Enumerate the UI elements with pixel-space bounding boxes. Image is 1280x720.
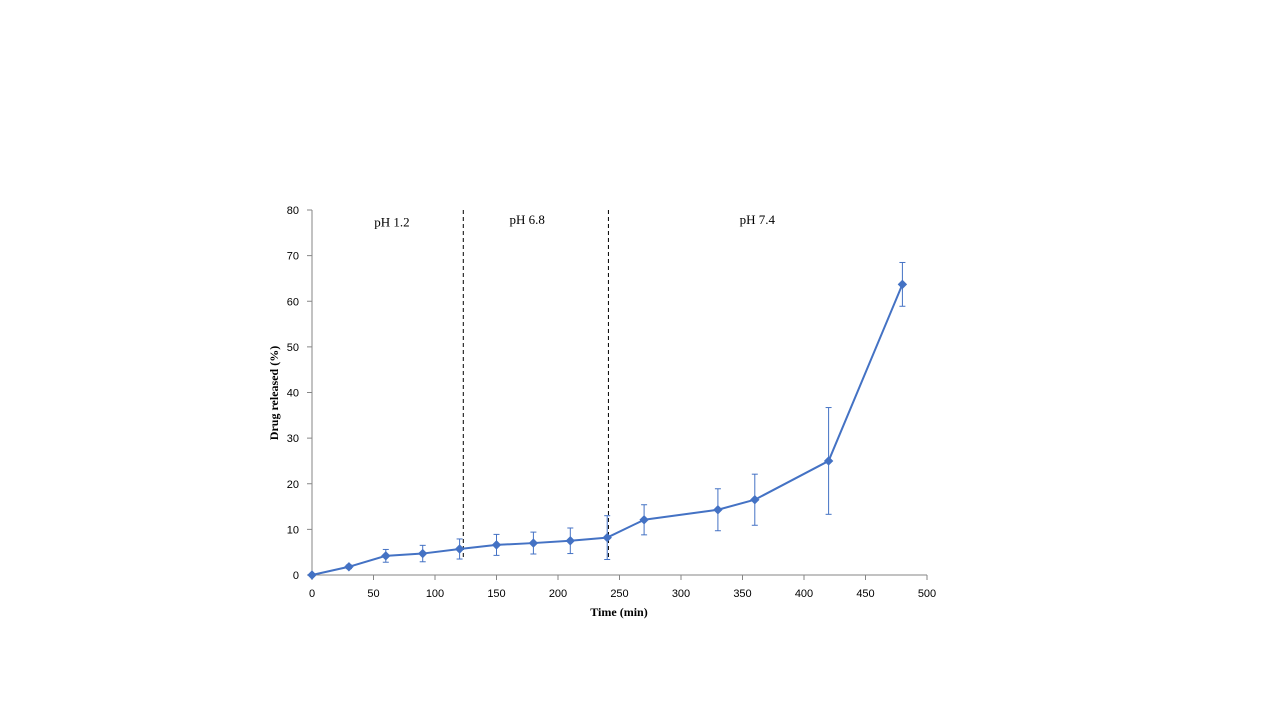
data-point-marker: [491, 540, 502, 550]
ph-region-label: pH 6.8: [510, 212, 545, 227]
x-tick-label: 450: [856, 588, 874, 600]
series-line: [311, 283, 904, 576]
data-point-marker: [639, 515, 649, 525]
x-tick-label: 0: [309, 588, 315, 600]
x-axis-title: Time (min): [590, 605, 647, 619]
x-tick-label: 250: [610, 588, 628, 600]
data-point-marker: [823, 456, 834, 466]
data-point-marker: [750, 495, 760, 505]
data-point-marker: [381, 551, 391, 561]
y-tick-label: 70: [287, 251, 299, 263]
x-tick-label: 300: [672, 588, 690, 600]
data-point-marker: [713, 505, 723, 515]
data-point-marker: [897, 279, 908, 290]
ph-region-label: pH 1.2: [374, 214, 409, 229]
y-tick-label: 80: [287, 205, 299, 217]
y-tick-label: 50: [287, 342, 299, 354]
y-axis-title: Drug released (%): [267, 346, 281, 440]
x-tick-label: 400: [795, 588, 813, 600]
x-tick-label: 150: [487, 588, 505, 600]
data-series: [307, 261, 908, 580]
x-tick-label: 350: [733, 588, 751, 600]
data-point-marker: [344, 562, 354, 572]
data-point-marker: [602, 532, 612, 543]
y-tick-label: 10: [287, 524, 299, 536]
x-tick-label: 100: [426, 588, 444, 600]
x-tick-label: 50: [367, 588, 379, 600]
series-layer: [307, 261, 908, 580]
data-point-marker: [528, 538, 539, 548]
y-tick-label: 20: [287, 479, 299, 491]
axes: 0 10 20 30 40 50 60 70 80 0 50 100 150 200 250 300 350 40…: [287, 205, 936, 600]
data-point-marker: [307, 570, 317, 580]
data-point-marker: [565, 536, 576, 546]
x-tick-label: 500: [918, 588, 936, 600]
y-tick-label: 0: [293, 570, 299, 582]
y-tick-label: 40: [287, 388, 299, 400]
y-tick-label: 30: [287, 433, 299, 445]
ph-region-label: pH 7.4: [740, 212, 776, 227]
y-tick-label: 60: [287, 296, 299, 308]
data-point-marker: [454, 544, 465, 554]
x-tick-label: 200: [549, 588, 567, 600]
ph-region-annotations: pH 1.2 pH 6.8 pH 7.4: [374, 210, 775, 560]
data-point-marker: [417, 548, 428, 559]
